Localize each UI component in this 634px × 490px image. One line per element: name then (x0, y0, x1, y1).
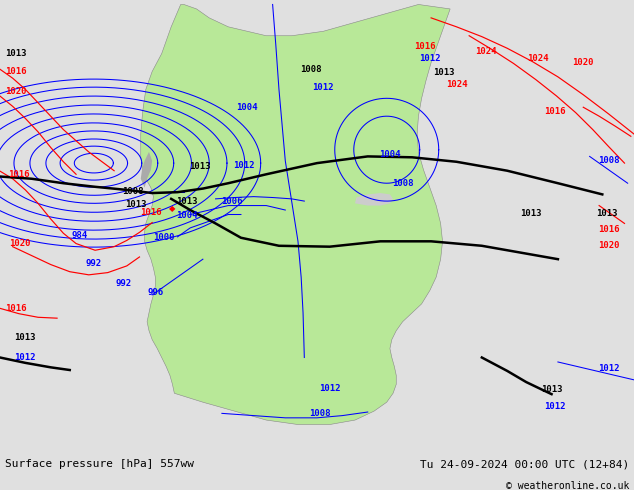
Text: 1012: 1012 (544, 402, 566, 411)
Text: 1008: 1008 (122, 187, 144, 196)
Text: 1012: 1012 (233, 161, 255, 170)
Text: 1012: 1012 (15, 353, 36, 362)
Text: 1013: 1013 (176, 197, 198, 206)
Text: Tu 24-09-2024 00:00 UTC (12+84): Tu 24-09-2024 00:00 UTC (12+84) (420, 459, 629, 469)
Text: ◆: ◆ (169, 204, 176, 213)
Text: 1012: 1012 (319, 384, 340, 393)
Text: 1008: 1008 (598, 156, 619, 166)
Text: 1013: 1013 (126, 200, 147, 209)
Text: 1013: 1013 (433, 68, 455, 77)
Text: 1013: 1013 (541, 385, 562, 394)
Text: 1004: 1004 (236, 103, 258, 112)
Text: 1012: 1012 (419, 53, 441, 63)
Text: 1004: 1004 (176, 211, 198, 220)
Text: 1024: 1024 (475, 47, 496, 56)
Text: 992: 992 (86, 259, 102, 268)
Text: 1024: 1024 (446, 79, 467, 89)
Text: 1020: 1020 (10, 239, 31, 248)
Text: 1004: 1004 (379, 149, 401, 159)
Polygon shape (141, 152, 152, 188)
Text: 1016: 1016 (544, 107, 566, 116)
Text: 1020: 1020 (573, 58, 594, 67)
Text: 1008: 1008 (309, 409, 331, 418)
Polygon shape (141, 4, 450, 424)
Text: 1013: 1013 (15, 333, 36, 342)
Text: 1013: 1013 (5, 49, 27, 58)
Text: 1016: 1016 (598, 225, 619, 234)
Text: 1020: 1020 (598, 241, 619, 250)
Text: 1016: 1016 (5, 67, 27, 76)
Text: 1013: 1013 (521, 209, 542, 218)
Text: 1013: 1013 (597, 209, 618, 218)
Text: 1012: 1012 (313, 83, 334, 92)
Text: 996: 996 (147, 288, 164, 297)
Text: 1024: 1024 (527, 53, 548, 63)
Text: 992: 992 (115, 279, 132, 288)
Text: 1006: 1006 (221, 197, 242, 206)
Polygon shape (355, 193, 393, 206)
Text: 1016: 1016 (414, 43, 436, 51)
Text: © weatheronline.co.uk: © weatheronline.co.uk (505, 481, 629, 490)
Text: 1012: 1012 (598, 364, 619, 373)
Text: 1000: 1000 (153, 233, 174, 242)
Text: 1013: 1013 (189, 162, 210, 171)
Text: 1020: 1020 (5, 87, 27, 96)
Text: 984: 984 (71, 231, 87, 241)
Text: Surface pressure [hPa] 557ww: Surface pressure [hPa] 557ww (5, 459, 194, 469)
Text: 1016: 1016 (8, 170, 30, 179)
Text: 1016: 1016 (140, 208, 162, 217)
Text: 1008: 1008 (392, 179, 413, 188)
Text: 1016: 1016 (5, 304, 27, 313)
Text: 1008: 1008 (300, 65, 321, 74)
